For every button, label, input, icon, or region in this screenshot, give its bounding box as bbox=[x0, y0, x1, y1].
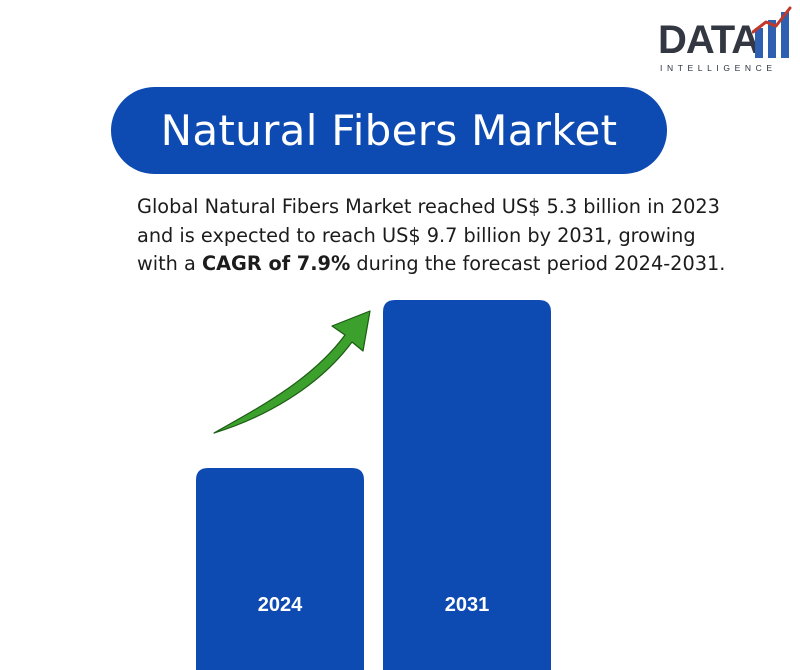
bar-label-2031: 2031 bbox=[445, 594, 490, 616]
growth-arrow-icon bbox=[213, 310, 371, 434]
page-title: Natural Fibers Market bbox=[160, 106, 618, 155]
logo-wordmark: DATA bbox=[658, 18, 760, 62]
logo-bar-chart-icon bbox=[752, 6, 792, 58]
data-intelligence-logo: DATA INTELLIGENCE bbox=[655, 6, 795, 78]
cagr-highlight: CAGR of 7.9% bbox=[201, 252, 351, 275]
bar-label-2024: 2024 bbox=[258, 594, 303, 616]
description-text-before: Global Natural Fibers Market reached US$… bbox=[137, 195, 720, 275]
bar-2031 bbox=[383, 300, 551, 670]
market-description: Global Natural Fibers Market reached US$… bbox=[137, 193, 737, 279]
description-text-after: during the forecast period 2024-2031. bbox=[350, 252, 726, 275]
bar-2024 bbox=[196, 468, 364, 670]
title-banner: Natural Fibers Market bbox=[111, 87, 667, 174]
logo-tagline: INTELLIGENCE bbox=[660, 63, 777, 73]
